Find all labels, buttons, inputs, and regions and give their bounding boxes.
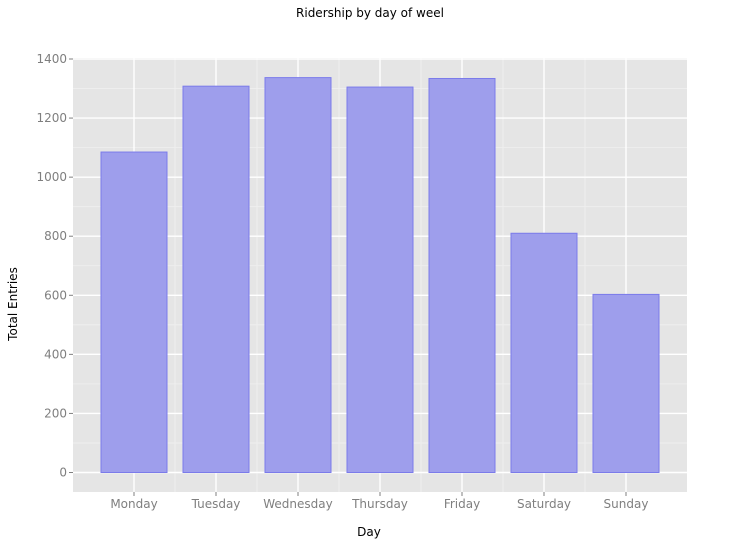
y-tick-label: 200 (44, 406, 67, 420)
bar-sunday (592, 293, 660, 473)
y-axis: 0 200 400 600 800 1000 1200 1400 (36, 52, 73, 480)
y-tick-label: 0 (59, 466, 67, 480)
x-tick-label: Thursday (351, 497, 408, 511)
bar-thursday (346, 86, 414, 473)
bars-layer (100, 77, 660, 474)
x-axis-title: Day (357, 525, 381, 539)
y-tick-label: 400 (44, 347, 67, 361)
chart-title: Ridership by day of weel (296, 6, 444, 20)
x-tick-label: Friday (444, 497, 480, 511)
x-tick-label: Saturday (517, 497, 571, 511)
y-tick-label: 1400 (36, 52, 67, 66)
x-tick-label: Sunday (604, 497, 649, 511)
y-axis-title: Total Entries (6, 267, 20, 342)
x-tick-label: Monday (110, 497, 157, 511)
x-tick-label: Tuesday (191, 497, 241, 511)
bar-monday (100, 151, 168, 473)
y-tick-label: 1000 (36, 170, 67, 184)
bar-wednesday (264, 77, 332, 473)
y-tick-label: 600 (44, 288, 67, 302)
bar-friday (428, 77, 496, 474)
bar-saturday (510, 232, 578, 473)
y-tick-label: 1200 (36, 111, 67, 125)
y-tick-label: 800 (44, 229, 67, 243)
bar-tuesday (182, 85, 250, 474)
x-axis: Monday Tuesday Wednesday Thursday Friday Satu… (110, 492, 648, 511)
x-tick-label: Wednesday (263, 497, 332, 511)
